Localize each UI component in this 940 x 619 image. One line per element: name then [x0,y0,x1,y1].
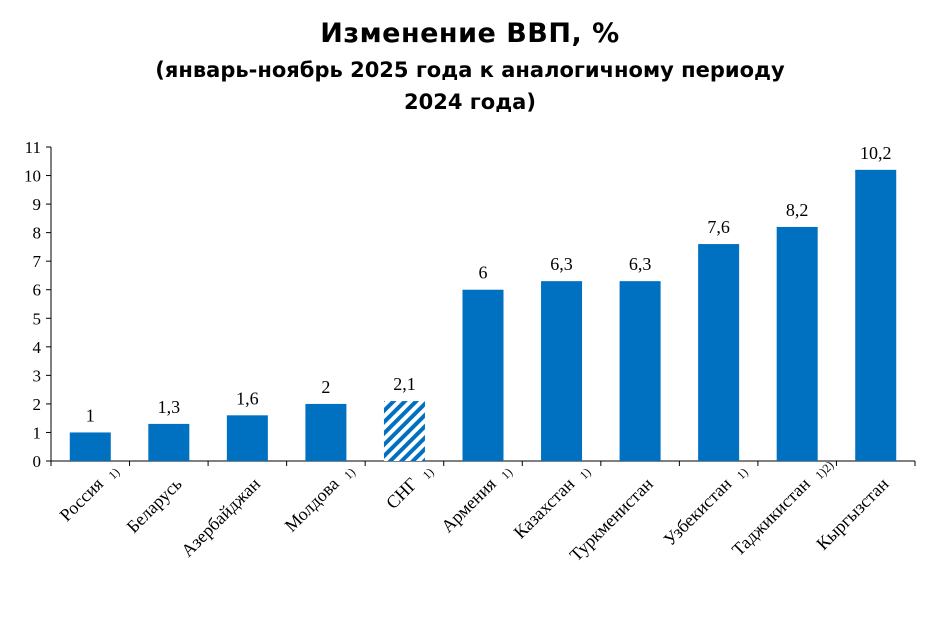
footnote-marker: 1)2) [812,458,836,482]
bar-10 [776,226,818,461]
data-label: 8,2 [786,200,809,220]
y-tick-label: 8 [33,224,42,243]
category-label: Беларусь [123,474,186,537]
category-label: Туркменистан [566,473,658,565]
bar-11 [855,169,897,461]
footnote-marker: 1) [498,465,515,482]
data-label: 2,1 [393,374,416,394]
category-label: Таджикистан [728,473,814,559]
y-tick-label: 3 [33,366,42,385]
bar-9 [698,244,740,461]
data-label: 1,3 [158,397,181,417]
chart-subtitle-line1: (январь-ноябрь 2025 года к аналогичному … [155,58,785,82]
y-tick-label: 1 [33,423,42,442]
y-tick-label: 0 [33,452,42,471]
y-tick-label: 11 [25,138,41,157]
category-label: Кыргызстан [812,473,892,553]
y-tick-label: 7 [33,252,42,271]
category-label: Азербайджан [177,473,264,560]
bar-3 [226,415,268,461]
data-label: 6 [479,263,488,283]
bar-8 [619,281,661,461]
chart-title-block: Изменение ВВП, % (январь-ноябрь 2025 год… [0,14,940,118]
y-tick-label: 4 [33,338,42,357]
chart-title: Изменение ВВП, % [320,18,620,49]
category-label: СНГ [382,474,421,513]
bar-6 [462,289,504,461]
category-label: Казахстан [510,473,579,542]
footnote-marker: 1) [577,465,594,482]
category-label: Россия [56,474,108,526]
footnote-marker: 1) [420,465,437,482]
y-tick-label: 9 [33,195,42,214]
y-tick-label: 10 [24,167,41,186]
data-label: 2 [321,377,330,397]
y-tick-label: 5 [33,309,42,328]
data-label: 6,3 [629,254,652,274]
bar-5 [383,401,425,461]
bar-7 [541,281,583,461]
category-label: Армения [437,474,500,537]
y-tick-label: 6 [33,281,42,300]
bar-1 [69,432,111,461]
data-label: 6,3 [550,254,573,274]
data-label: 1,6 [236,388,259,408]
footnote-marker: 1) [105,465,122,482]
category-label: Молдова [281,474,343,536]
bar-2 [148,423,190,461]
chart-subtitle-line2: 2024 года) [404,90,536,114]
footnote-marker: 1) [341,465,358,482]
data-label: 10,2 [860,143,892,163]
footnote-marker: 1) [734,465,751,482]
data-label: 1 [86,405,95,425]
category-label: Узбекистан [660,473,736,549]
bar-4 [305,403,347,461]
y-tick-label: 2 [33,395,42,414]
data-label: 7,6 [707,217,730,237]
